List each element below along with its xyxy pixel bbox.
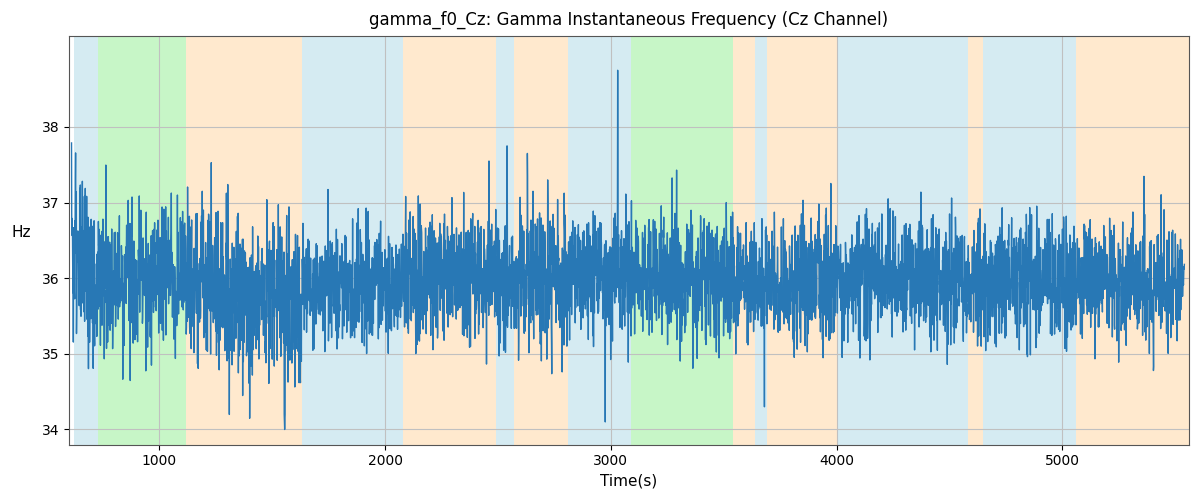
Bar — [496, 36, 514, 445]
Bar — [98, 36, 186, 445]
Bar — [967, 36, 984, 445]
Bar — [733, 36, 755, 445]
Bar — [73, 36, 98, 445]
Bar — [984, 36, 1076, 445]
Y-axis label: Hz: Hz — [11, 226, 31, 240]
Bar — [836, 36, 967, 445]
Bar — [403, 36, 496, 445]
Bar — [301, 36, 403, 445]
Bar — [631, 36, 733, 445]
Bar — [514, 36, 568, 445]
Title: gamma_f0_Cz: Gamma Instantaneous Frequency (Cz Channel): gamma_f0_Cz: Gamma Instantaneous Frequen… — [370, 11, 888, 30]
Bar — [1076, 36, 1189, 445]
X-axis label: Time(s): Time(s) — [600, 474, 658, 489]
Bar — [767, 36, 836, 445]
Bar — [755, 36, 767, 445]
Bar — [186, 36, 301, 445]
Bar — [568, 36, 631, 445]
